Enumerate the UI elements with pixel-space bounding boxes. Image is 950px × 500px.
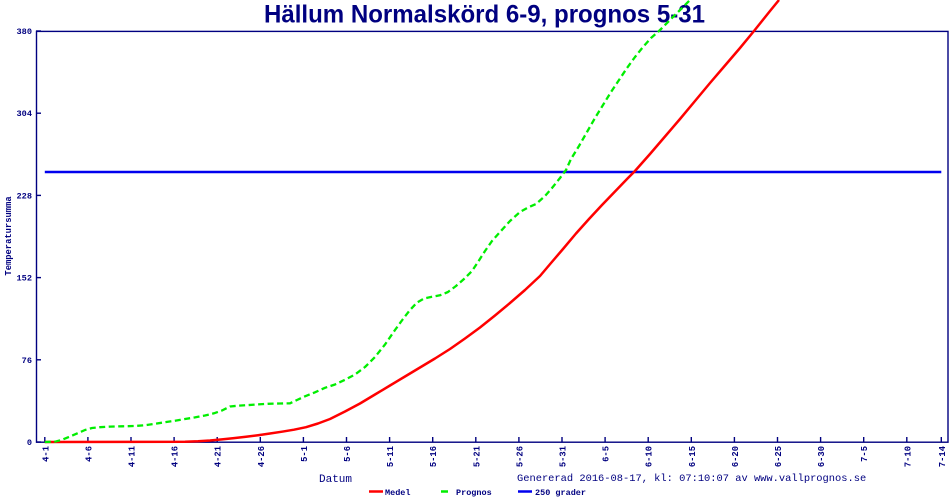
svg-text:Medel: Medel — [385, 488, 411, 498]
svg-text:4-11: 4-11 — [128, 446, 138, 467]
svg-text:7-10: 7-10 — [903, 446, 913, 467]
svg-text:76: 76 — [22, 356, 32, 366]
svg-text:6-20: 6-20 — [731, 446, 741, 467]
svg-text:Hällum Normalskörd 6-9, progno: Hällum Normalskörd 6-9, prognos 5-31 — [264, 1, 705, 29]
svg-text:4-26: 4-26 — [257, 446, 267, 467]
svg-text:380: 380 — [17, 27, 32, 37]
svg-text:7-5: 7-5 — [860, 446, 870, 462]
svg-text:6-10: 6-10 — [645, 446, 655, 467]
svg-text:5-16: 5-16 — [429, 446, 439, 467]
svg-text:0: 0 — [27, 438, 32, 448]
svg-text:152: 152 — [17, 274, 32, 284]
svg-text:Prognos: Prognos — [456, 488, 492, 498]
svg-text:5-1: 5-1 — [300, 446, 310, 462]
svg-text:6-5: 6-5 — [602, 446, 612, 462]
svg-text:4-16: 4-16 — [171, 446, 181, 467]
svg-text:4-21: 4-21 — [214, 446, 224, 467]
svg-text:304: 304 — [17, 109, 32, 119]
svg-text:6-15: 6-15 — [688, 446, 698, 467]
svg-text:5-11: 5-11 — [386, 446, 396, 467]
svg-text:Temperatursumma: Temperatursumma — [4, 196, 14, 276]
svg-text:5-21: 5-21 — [472, 446, 482, 467]
svg-text:250 grader: 250 grader — [535, 488, 586, 498]
svg-text:Datum: Datum — [319, 474, 352, 486]
svg-text:228: 228 — [17, 191, 32, 201]
svg-text:4-6: 4-6 — [84, 446, 94, 462]
svg-text:7-14: 7-14 — [938, 445, 948, 467]
svg-text:Genererad 2016-08-17, kl: 07:1: Genererad 2016-08-17, kl: 07:10:07 av ww… — [517, 473, 866, 485]
svg-text:4-1: 4-1 — [41, 446, 51, 462]
svg-text:5-31: 5-31 — [559, 446, 569, 467]
svg-text:6-25: 6-25 — [774, 446, 784, 467]
svg-text:5-26: 5-26 — [515, 446, 525, 467]
svg-text:5-6: 5-6 — [343, 446, 353, 462]
svg-text:6-30: 6-30 — [817, 446, 827, 467]
